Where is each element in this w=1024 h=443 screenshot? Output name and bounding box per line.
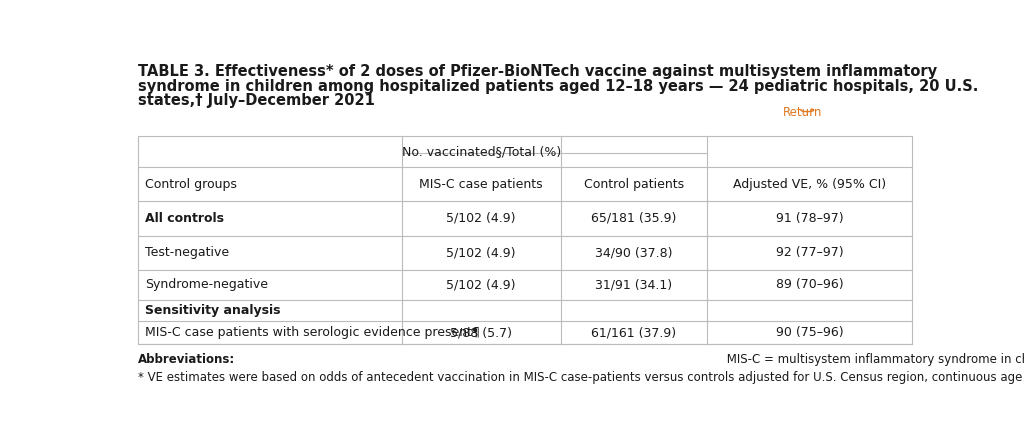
Text: * VE estimates were based on odds of antecedent vaccination in MIS-C case-patien: * VE estimates were based on odds of ant…: [137, 371, 1024, 384]
Text: MIS-C case patients with serologic evidence present¶: MIS-C case patients with serologic evide…: [145, 326, 480, 339]
Text: syndrome in children among hospitalized patients aged 12–18 years — 24 pediatric: syndrome in children among hospitalized …: [137, 78, 978, 93]
Text: Abbreviations:: Abbreviations:: [137, 354, 234, 366]
Text: Control groups: Control groups: [145, 178, 238, 190]
Text: Control patients: Control patients: [584, 178, 684, 190]
Text: 90 (75–96): 90 (75–96): [776, 326, 844, 339]
Text: MIS-C case patients: MIS-C case patients: [420, 178, 543, 190]
Text: 89 (70–96): 89 (70–96): [776, 279, 844, 291]
Text: TABLE 3. Effectiveness* of 2 doses of Pfizer-BioNTech vaccine against multisyste: TABLE 3. Effectiveness* of 2 doses of Pf…: [137, 64, 937, 79]
Text: No. vaccinated§/Total (%): No. vaccinated§/Total (%): [401, 145, 561, 158]
Text: Test-negative: Test-negative: [145, 246, 229, 260]
Text: 92 (77–97): 92 (77–97): [776, 246, 844, 260]
Text: Return: Return: [782, 105, 822, 119]
Text: Sensitivity analysis: Sensitivity analysis: [145, 304, 281, 317]
Text: 5/102 (4.9): 5/102 (4.9): [446, 246, 516, 260]
Text: 5/102 (4.9): 5/102 (4.9): [446, 279, 516, 291]
Text: 65/181 (35.9): 65/181 (35.9): [591, 212, 677, 225]
Text: states,† July–December 2021: states,† July–December 2021: [137, 93, 375, 108]
Text: Syndrome-negative: Syndrome-negative: [145, 279, 268, 291]
Text: 31/91 (34.1): 31/91 (34.1): [595, 279, 673, 291]
Text: 91 (78–97): 91 (78–97): [776, 212, 844, 225]
Text: 61/161 (37.9): 61/161 (37.9): [591, 326, 677, 339]
Text: 5/102 (4.9): 5/102 (4.9): [446, 212, 516, 225]
Text: All controls: All controls: [145, 212, 224, 225]
Text: 34/90 (37.8): 34/90 (37.8): [595, 246, 673, 260]
Text: Adjusted VE, % (95% CI): Adjusted VE, % (95% CI): [733, 178, 886, 190]
Text: 5/88 (5.7): 5/88 (5.7): [451, 326, 512, 339]
Text: MIS-C = multisystem inflammatory syndrome in children; VE = vaccine effectivenes: MIS-C = multisystem inflammatory syndrom…: [723, 354, 1024, 366]
